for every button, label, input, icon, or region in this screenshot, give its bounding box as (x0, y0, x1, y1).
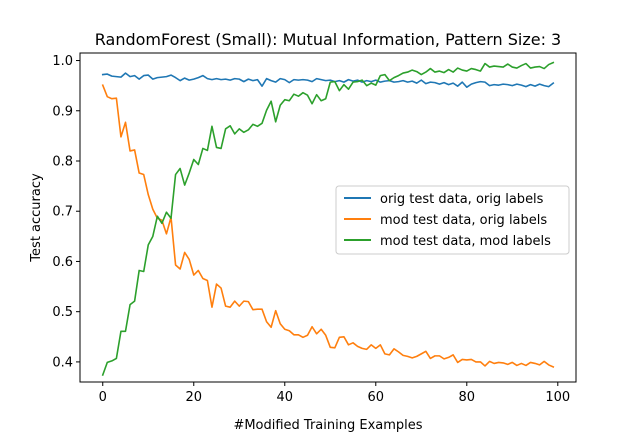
x-tick-label: 0 (99, 390, 107, 405)
y-tick-label: 0.4 (52, 355, 73, 370)
y-tick-label: 0.5 (52, 305, 73, 320)
legend-label: orig test data, orig labels (380, 192, 544, 207)
x-tick-label: 80 (459, 390, 476, 405)
legend-label: mod test data, mod labels (380, 234, 551, 249)
legend-box (335, 185, 570, 255)
chart-title: RandomForest (Small): Mutual Information… (95, 30, 561, 49)
x-tick-label: 60 (368, 390, 385, 405)
series-line-3 (101, 61, 555, 376)
y-axis-label: Test accuracy (29, 173, 44, 263)
plot-frame (79, 52, 577, 383)
x-axis-label: #Modified Training Examples (233, 418, 422, 433)
ticks-layer: 0 20 40 60 80 100 0.4 0.5 0.6 0.7 0.8 0.9 1.0 (52, 54, 570, 405)
x-tick-label: 40 (276, 390, 293, 405)
series-line-1 (101, 72, 555, 88)
y-tick-label: 0.9 (52, 104, 73, 119)
series-line-2 (101, 84, 555, 368)
y-tick-label: 0.7 (52, 205, 73, 220)
legend: orig test data, orig labels mod test data… (335, 185, 570, 255)
x-tick-label: 100 (545, 390, 570, 405)
series-layer (101, 61, 555, 376)
y-tick-label: 0.6 (52, 255, 73, 270)
y-tick-label: 0.8 (52, 154, 73, 169)
y-tick-label: 1.0 (52, 54, 73, 69)
x-tick-label: 20 (185, 390, 202, 405)
legend-label: mod test data, orig labels (380, 213, 547, 228)
